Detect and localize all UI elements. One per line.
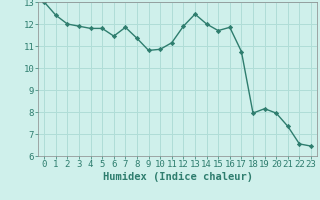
X-axis label: Humidex (Indice chaleur): Humidex (Indice chaleur): [103, 172, 252, 182]
